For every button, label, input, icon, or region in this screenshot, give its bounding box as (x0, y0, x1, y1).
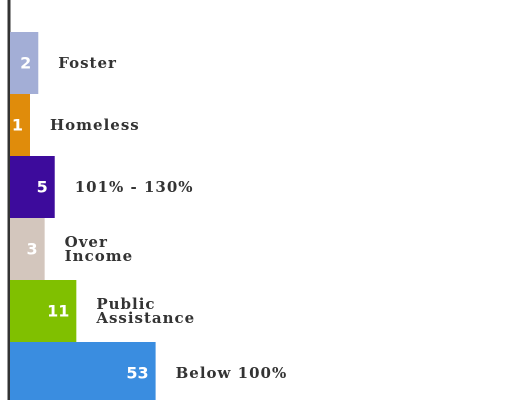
category-label: Below 100% (175, 364, 288, 382)
category-label: Over Income (64, 233, 134, 265)
value-label: 53 (126, 364, 148, 383)
value-label: 2 (20, 54, 31, 73)
value-label: 11 (47, 302, 69, 321)
bar (10, 156, 55, 218)
category-label: Homeless (50, 116, 140, 134)
bar (10, 280, 77, 342)
value-label: 5 (37, 178, 48, 197)
value-label: 1 (12, 116, 23, 135)
bar (10, 218, 45, 280)
bar (10, 32, 39, 94)
bar (10, 94, 30, 156)
category-label: 101% - 130% (74, 178, 194, 196)
category-label: Foster (58, 54, 117, 72)
value-label: 3 (27, 240, 38, 259)
category-label: Public Assistance (96, 295, 196, 327)
bar (10, 342, 156, 400)
